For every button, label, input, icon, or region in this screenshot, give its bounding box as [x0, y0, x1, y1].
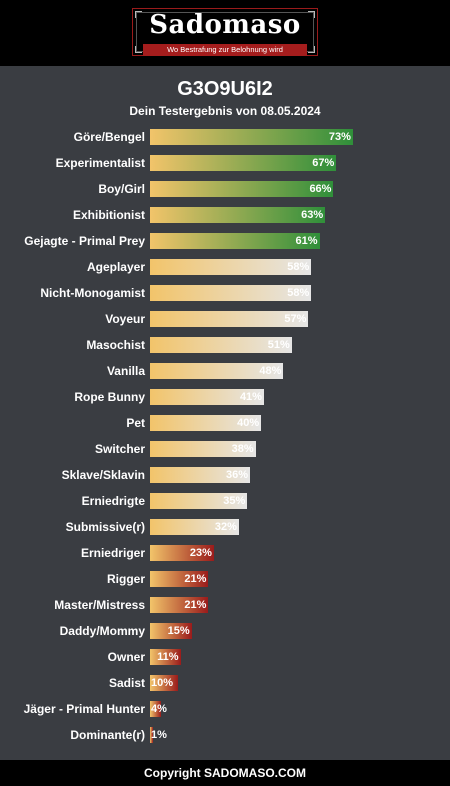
- result-title: G3O9U6I2: [177, 78, 273, 100]
- bar-value-label: 58%: [287, 287, 310, 299]
- result-bar: 11%: [150, 649, 181, 665]
- bar-value-label: 38%: [231, 443, 254, 455]
- result-bar: 58%: [150, 285, 312, 301]
- category-label: Dominante(r): [70, 728, 145, 742]
- bar-value-label: 67%: [312, 157, 335, 169]
- bar-value-label: 63%: [301, 209, 324, 221]
- category-label: Sadist: [108, 676, 145, 690]
- site-header: Sadomaso Wo Bestrafung zur Belohnung wir…: [0, 0, 450, 66]
- bar-value-label: 23%: [189, 547, 212, 559]
- bar-value-label: 58%: [287, 261, 310, 273]
- sadomaso-logo[interactable]: Sadomaso Wo Bestrafung zur Belohnung wir…: [132, 8, 318, 56]
- bar-value-label: 41%: [239, 391, 262, 403]
- result-bar: 73%: [150, 129, 353, 145]
- result-bar: 63%: [150, 207, 326, 223]
- result-bar: 67%: [150, 155, 337, 171]
- category-label: Masochist: [86, 338, 145, 352]
- result-bar: 36%: [150, 467, 251, 483]
- category-label: Erniedrigte: [81, 494, 145, 508]
- category-label: Pet: [126, 416, 145, 430]
- bar-value-label: 32%: [214, 521, 237, 533]
- bar-value-label: 51%: [267, 339, 290, 351]
- result-bar: 21%: [150, 571, 209, 587]
- category-label: Rope Bunny: [74, 390, 145, 404]
- bar-value-label: 40%: [237, 417, 260, 429]
- result-bar: 58%: [150, 259, 312, 275]
- result-bar: 21%: [150, 597, 209, 613]
- result-bar: 10%: [150, 675, 178, 691]
- category-label: Voyeur: [105, 312, 145, 326]
- result-bar: 15%: [150, 623, 192, 639]
- result-bar: 4%: [150, 701, 167, 717]
- bar-value-label: 61%: [295, 235, 318, 247]
- bar-value-label: 48%: [259, 365, 282, 377]
- logo-title: Sadomaso: [149, 10, 301, 40]
- category-label: Exhibitionist: [73, 208, 145, 222]
- result-bar: 35%: [150, 493, 248, 509]
- category-label: Boy/Girl: [98, 182, 145, 196]
- result-bar: 40%: [150, 415, 262, 431]
- result-bar: 61%: [150, 233, 320, 249]
- result-bar: 57%: [150, 311, 309, 327]
- category-label: Experimentalist: [55, 156, 145, 170]
- bar-value-label: 15%: [167, 625, 190, 637]
- result-bar: 48%: [150, 363, 284, 379]
- logo-corner-ornament: [308, 46, 315, 53]
- bar-value-label: 21%: [184, 599, 207, 611]
- category-label: Gejagte - Primal Prey: [24, 234, 145, 248]
- bar-value-label: 57%: [284, 313, 307, 325]
- category-label: Switcher: [94, 442, 145, 456]
- result-bar: 1%: [150, 727, 167, 743]
- bar-value-label: 35%: [223, 495, 246, 507]
- bar-value-label: 4%: [151, 703, 167, 715]
- result-subtitle: Dein Testergebnis von 08.05.2024: [129, 104, 321, 118]
- result-bar: 32%: [150, 519, 239, 535]
- bar-value-label: 1%: [151, 729, 167, 741]
- category-label: Sklave/Sklavin: [61, 468, 145, 482]
- category-label: Master/Mistress: [54, 598, 145, 612]
- result-bar: 51%: [150, 337, 292, 353]
- category-label: Nicht-Monogamist: [40, 286, 145, 300]
- footer-copyright: Copyright SADOMASO.COM: [0, 760, 450, 786]
- category-label: Jäger - Primal Hunter: [23, 702, 145, 716]
- category-label: Göre/Bengel: [73, 130, 145, 144]
- bar-value-label: 66%: [309, 183, 332, 195]
- bar-value-label: 11%: [157, 651, 179, 663]
- category-label: Rigger: [106, 572, 145, 586]
- category-label: Vanilla: [106, 364, 145, 378]
- logo-corner-ornament: [135, 46, 142, 53]
- logo-corner-ornament: [308, 11, 315, 18]
- category-label: Daddy/Mommy: [59, 624, 145, 638]
- bar-value-label: 36%: [226, 469, 249, 481]
- logo-slogan: Wo Bestrafung zur Belohnung wird: [143, 44, 307, 56]
- bar-value-label: 73%: [328, 131, 351, 143]
- result-bar: 38%: [150, 441, 256, 457]
- bar-value-label: 21%: [184, 573, 207, 585]
- result-bar: 23%: [150, 545, 214, 561]
- bar-value-label: 10%: [151, 677, 174, 689]
- category-label: Erniedriger: [80, 546, 145, 560]
- category-label: Submissive(r): [65, 520, 145, 534]
- result-bar: 66%: [150, 181, 334, 197]
- category-label: Owner: [107, 650, 145, 664]
- logo-corner-ornament: [135, 11, 142, 18]
- category-label: Ageplayer: [86, 260, 145, 274]
- result-bar: 41%: [150, 389, 264, 405]
